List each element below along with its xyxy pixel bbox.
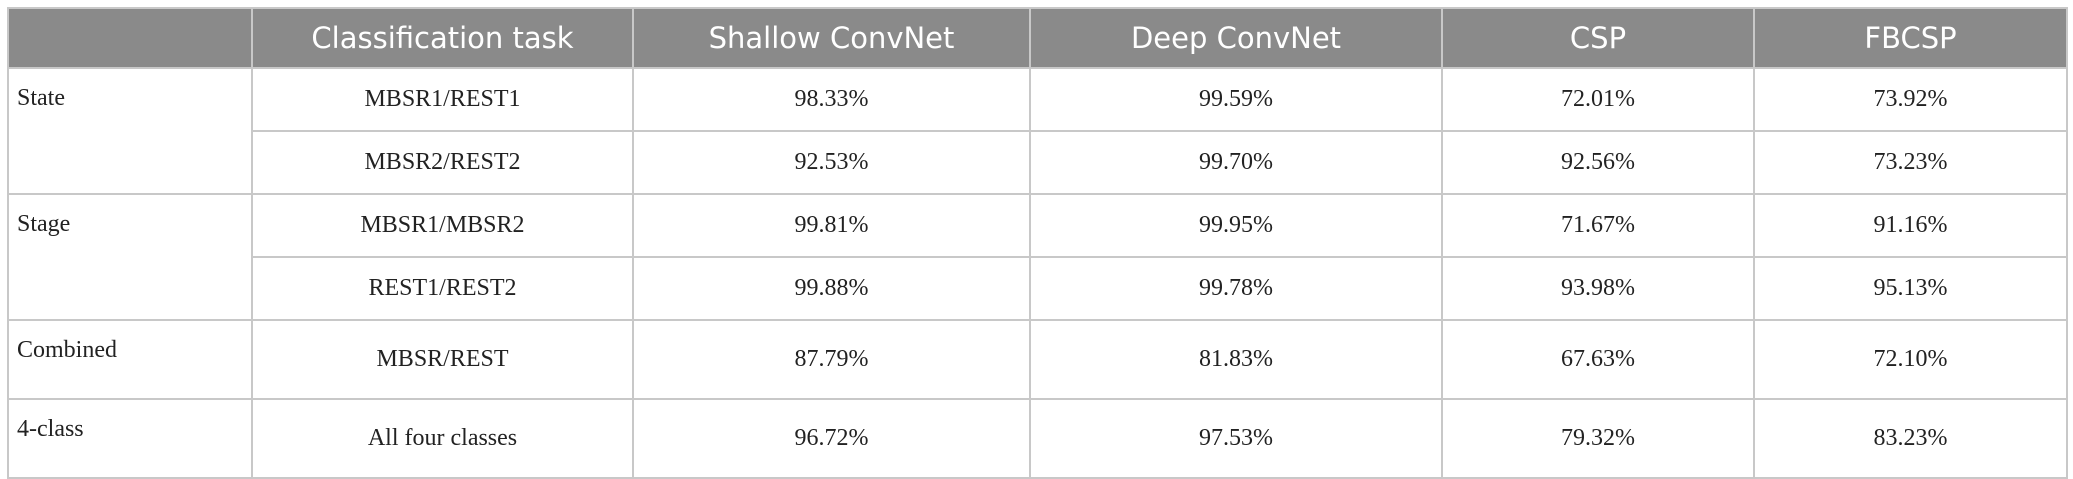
header-cell: Shallow ConvNet (632, 7, 1031, 69)
value-cell: 97.53% (1029, 398, 1443, 479)
value-cell: 95.13% (1753, 256, 2068, 321)
table-row: MBSR2/REST2 92.53% 99.70% 92.56% 73.23% (8, 130, 2068, 195)
value-cell: 72.10% (1753, 319, 2068, 400)
table-row: 4-class All four classes 96.72% 97.53% 79.32… (7, 398, 2068, 479)
header-cell: Classification task (251, 7, 634, 69)
value-cell: 67.63% (1441, 319, 1755, 400)
value-cell: 91.16% (1753, 193, 2068, 258)
value-cell: 98.33% (632, 67, 1031, 132)
task-cell: MBSR2/REST2 (251, 130, 634, 195)
value-cell: 83.23% (1753, 398, 2068, 479)
group-label: State (7, 67, 253, 195)
value-cell: 99.95% (1029, 193, 1443, 258)
value-cell: 96.72% (632, 398, 1031, 479)
value-cell: 99.78% (1029, 256, 1443, 321)
value-cell: 87.79% (632, 319, 1031, 400)
table-row: REST1/REST2 99.88% 99.78% 93.98% 95.13% (8, 256, 2068, 321)
value-cell: 73.92% (1753, 67, 2068, 132)
group-label: Stage (7, 193, 253, 321)
header-row: Classification task Shallow ConvNet Deep C… (7, 7, 2068, 69)
value-cell: 71.67% (1441, 193, 1755, 258)
page: Classification task Shallow ConvNet Deep C… (7, 7, 2068, 479)
value-cell: 92.53% (632, 130, 1031, 195)
task-cell: All four classes (251, 398, 634, 479)
value-cell: 99.59% (1029, 67, 1443, 132)
table-row: Combined MBSR/REST 87.79% 81.83% 67.63% 72.10… (7, 319, 2068, 400)
value-cell: 79.32% (1441, 398, 1755, 479)
group-label: Combined (7, 319, 253, 400)
results-table: Classification task Shallow ConvNet Deep C… (7, 7, 2068, 479)
value-cell: 73.23% (1753, 130, 2068, 195)
value-cell: 99.81% (632, 193, 1031, 258)
task-cell: MBSR1/REST1 (251, 67, 634, 132)
header-cell: CSP (1441, 7, 1755, 69)
value-cell: 81.83% (1029, 319, 1443, 400)
group-label: 4-class (7, 398, 253, 479)
value-cell: 99.88% (632, 256, 1031, 321)
table-row: State MBSR1/REST1 98.33% 99.59% 72.01% 73.92% (7, 67, 2068, 195)
table-row: Stage MBSR1/MBSR2 99.81% 99.95% 71.67% 91.16% (7, 193, 2068, 321)
table-body: State MBSR1/REST1 98.33% 99.59% 72.01% 73.92%… (7, 67, 2068, 479)
value-cell: 93.98% (1441, 256, 1755, 321)
task-cell: MBSR1/MBSR2 (251, 193, 634, 258)
task-cell: MBSR/REST (251, 319, 634, 400)
header-cell (7, 7, 253, 69)
value-cell: 92.56% (1441, 130, 1755, 195)
task-cell: REST1/REST2 (251, 256, 634, 321)
value-cell: 72.01% (1441, 67, 1755, 132)
header-cell: Deep ConvNet (1029, 7, 1443, 69)
value-cell: 99.70% (1029, 130, 1443, 195)
header-cell: FBCSP (1753, 7, 2068, 69)
